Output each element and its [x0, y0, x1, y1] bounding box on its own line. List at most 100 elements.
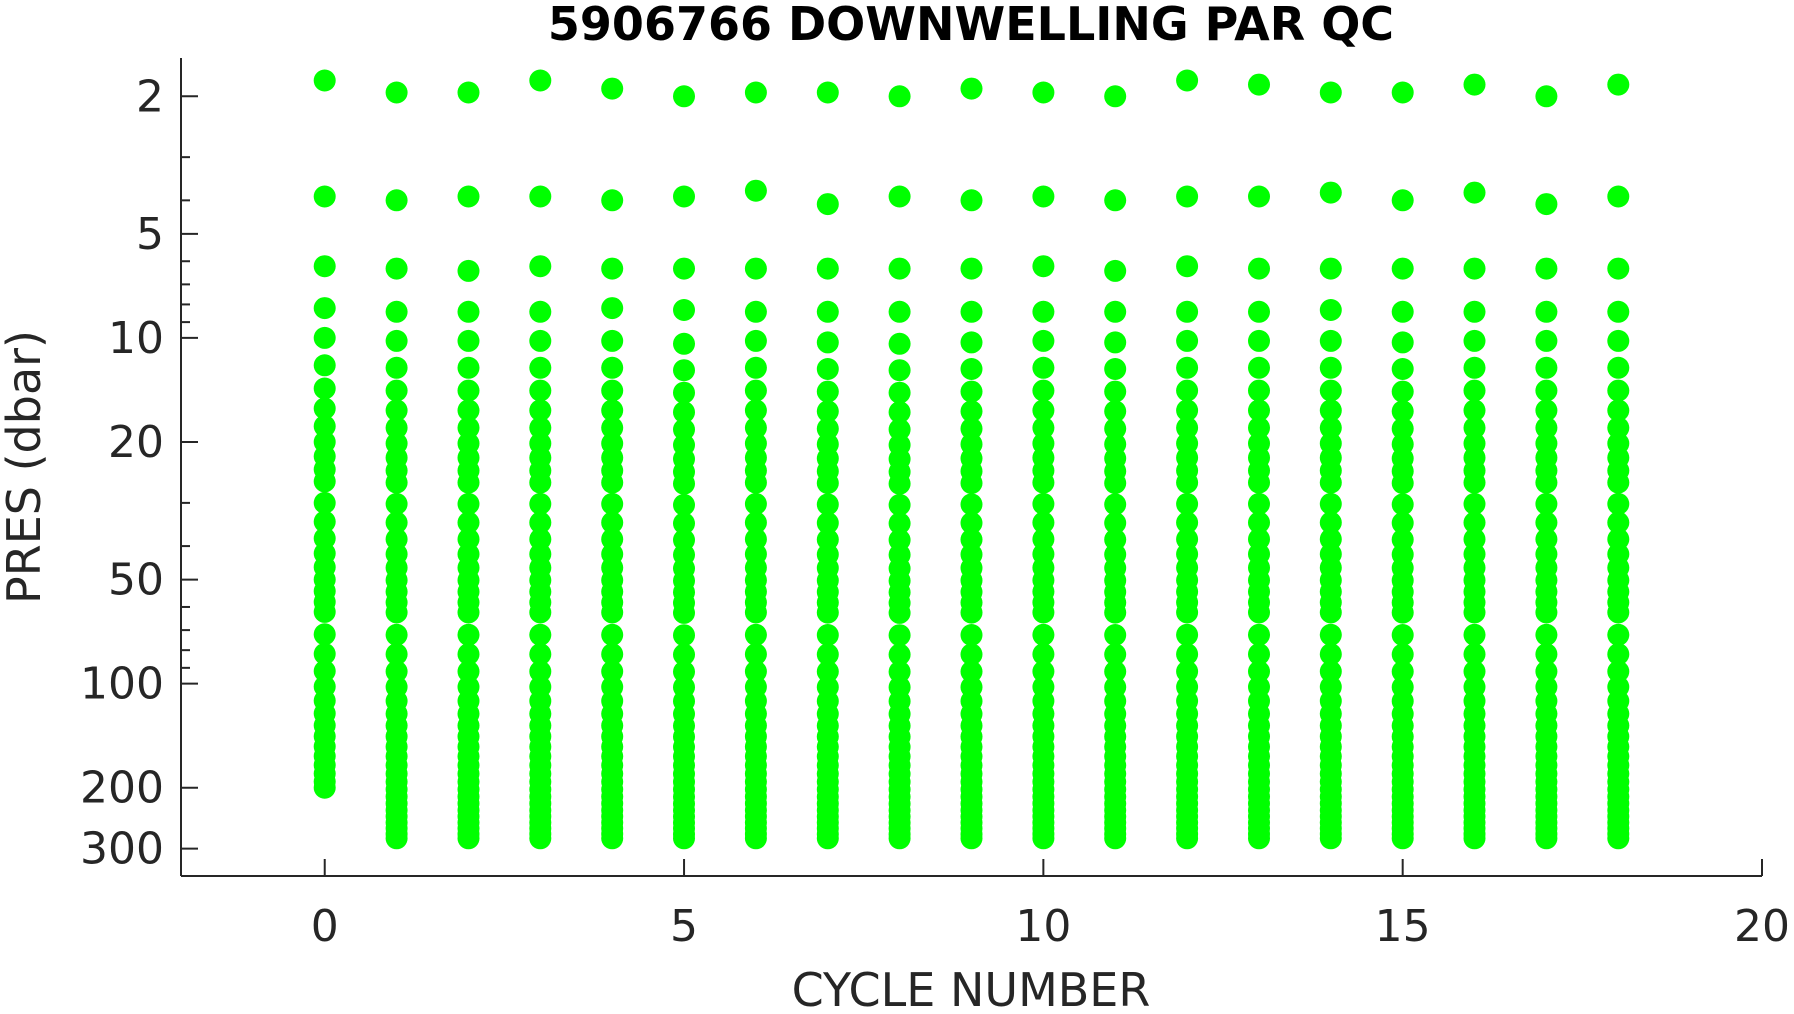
data-point [888, 401, 911, 424]
data-point [744, 257, 767, 280]
data-point [1032, 255, 1055, 278]
y-tick-label: 10 [108, 313, 164, 364]
data-point [1032, 471, 1055, 494]
y-tick-label: 200 [80, 763, 164, 814]
data-point [816, 400, 839, 423]
data-point [1104, 189, 1127, 212]
data-point [529, 643, 552, 666]
data-point [457, 399, 480, 422]
data-point [457, 511, 480, 534]
data-point [529, 660, 552, 683]
data-point [1032, 601, 1055, 624]
data-point [1032, 643, 1055, 666]
data-point [960, 512, 983, 534]
data-point [385, 399, 408, 422]
data-point [385, 356, 408, 379]
data-point [1463, 511, 1486, 534]
data-point [888, 418, 911, 441]
data-point [457, 259, 480, 282]
data-point [601, 623, 624, 646]
data-point [1032, 660, 1055, 683]
data-point [313, 470, 336, 493]
data-point [313, 776, 336, 799]
data-point [1607, 356, 1630, 379]
data-point [1319, 492, 1342, 515]
data-point [1391, 300, 1414, 323]
data-point [1176, 511, 1199, 534]
data-point [1535, 511, 1558, 534]
data-point [744, 356, 767, 379]
data-point [673, 601, 695, 624]
x-ticks: 0 5 10 15 20 [311, 859, 1790, 952]
data-point [1176, 660, 1199, 683]
data-point [313, 297, 336, 320]
data-point [1319, 356, 1342, 379]
data-point [816, 358, 839, 380]
data-point [1248, 623, 1270, 646]
data-point [1176, 379, 1199, 402]
data-point [601, 379, 624, 402]
data-point [1319, 827, 1342, 850]
data-point [816, 493, 839, 516]
x-tick-label: 0 [311, 901, 339, 952]
data-point [888, 359, 911, 382]
data-point [816, 81, 839, 104]
data-point [1104, 643, 1127, 666]
data-point [1607, 257, 1630, 280]
data-point [1391, 417, 1414, 440]
data-point [888, 827, 911, 850]
data-point [457, 329, 480, 352]
data-point [1535, 356, 1558, 379]
data-point [744, 511, 767, 534]
data-point [1248, 416, 1270, 439]
y-tick-label: 5 [136, 209, 164, 260]
data-point [888, 660, 911, 683]
data-point [457, 81, 480, 104]
data-point [1248, 492, 1270, 515]
data-point [1535, 660, 1558, 683]
data-point [313, 623, 336, 646]
data-point [744, 379, 767, 402]
data-point [529, 623, 552, 646]
y-ticks: 2 5 10 20 50 100 200 300 [80, 71, 198, 875]
data-point [1535, 379, 1558, 402]
data-point [673, 401, 695, 424]
data-point [960, 472, 983, 495]
data-point [1391, 472, 1414, 495]
data-point [1176, 356, 1199, 379]
data-point [1391, 493, 1414, 516]
data-point [1248, 660, 1270, 683]
data-point [457, 660, 480, 683]
data-point [385, 379, 408, 402]
data-point [1463, 73, 1486, 96]
x-tick-label: 10 [1015, 901, 1071, 952]
data-point [1104, 331, 1127, 354]
data-point [1319, 181, 1342, 204]
data-point [888, 601, 911, 624]
data-point [1032, 492, 1055, 515]
data-point [529, 69, 552, 92]
data-point [888, 643, 911, 666]
data-point [529, 471, 552, 494]
data-point [673, 257, 695, 280]
data-point [313, 185, 336, 208]
data-point [1391, 358, 1414, 380]
data-point [457, 623, 480, 646]
data-point [601, 356, 624, 379]
data-point [1319, 329, 1342, 352]
data-point [1463, 300, 1486, 323]
y-tick-label: 50 [108, 555, 164, 606]
data-point [1032, 623, 1055, 646]
data-point [1319, 471, 1342, 494]
data-point [1319, 416, 1342, 439]
data-point [601, 601, 624, 624]
data-point [313, 491, 336, 514]
data-point [529, 329, 552, 352]
data-point [385, 492, 408, 515]
data-point [457, 601, 480, 624]
data-point [1176, 827, 1199, 850]
data-point [1391, 827, 1414, 850]
data-point [960, 77, 983, 100]
y-axis-label: PRES (dbar) [0, 330, 51, 604]
